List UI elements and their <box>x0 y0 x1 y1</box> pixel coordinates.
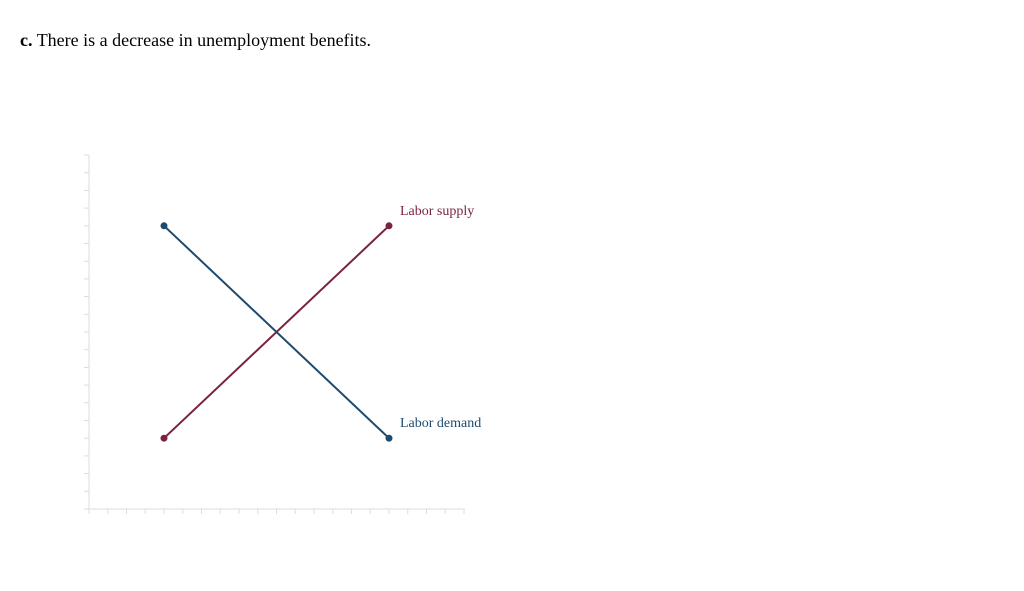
labor-supply-start-handle[interactable] <box>160 434 168 442</box>
labor-supply-curve[interactable]: Labor supply <box>160 204 475 442</box>
labor-demand-end-handle[interactable] <box>385 434 393 442</box>
question-text: c. There is a decrease in unemployment b… <box>20 28 371 52</box>
labor-demand-label: Labor demand <box>400 416 481 431</box>
labor-demand-curve[interactable]: Labor demand <box>160 222 482 442</box>
graph-curves[interactable]: Labor supply Labor demand <box>160 204 482 442</box>
graph-axes <box>84 154 465 514</box>
labor-supply-label: Labor supply <box>400 204 474 219</box>
question-label: c. <box>20 30 33 50</box>
labor-supply-end-handle[interactable] <box>385 222 393 230</box>
labor-demand-start-handle[interactable] <box>160 222 168 230</box>
question-body: There is a decrease in unemployment bene… <box>36 30 372 50</box>
labor-demand-line[interactable] <box>163 225 390 439</box>
